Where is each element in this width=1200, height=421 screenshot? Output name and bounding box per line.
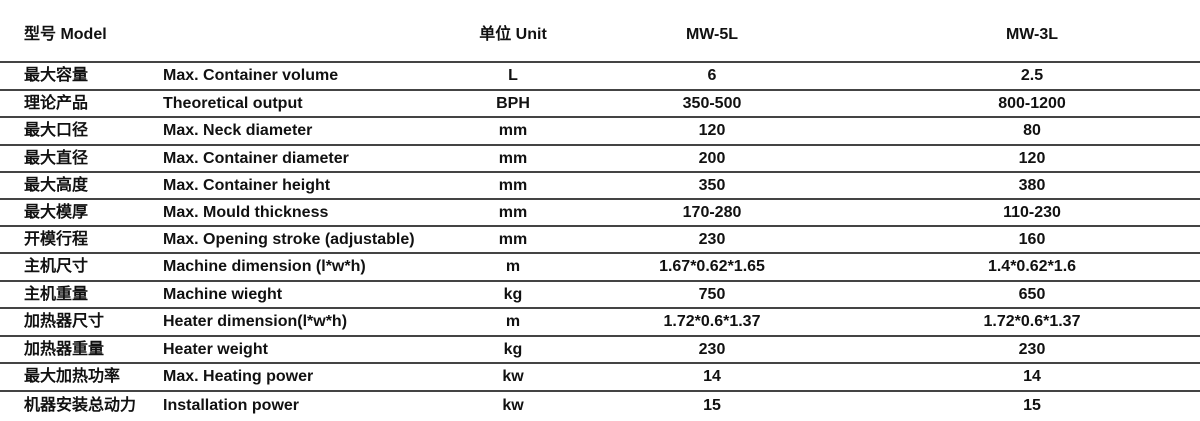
cell-unit: BPH (496, 95, 530, 112)
header-unit: 单位 Unit (479, 26, 547, 43)
row-divider (0, 144, 1200, 146)
cell-unit: kg (503, 286, 523, 303)
row-divider (0, 61, 1200, 63)
cell-cn: 加热器尺寸 (24, 313, 105, 330)
header-row: 型号 Model 单位 Unit MW-5L MW-3L (0, 21, 1200, 48)
cell-cn: 主机尺寸 (24, 258, 89, 275)
cell-cn: 最大容量 (24, 67, 89, 84)
cell-en: Max. Heating power (163, 368, 314, 385)
cell-v2: 2.5 (1020, 67, 1044, 84)
cell-unit: mm (498, 231, 528, 248)
cell-v1: 1.67*0.62*1.65 (659, 258, 765, 275)
cell-en: Max. Container volume (163, 67, 339, 84)
cell-cn: 最大口径 (24, 122, 89, 139)
row-divider (0, 198, 1200, 200)
cell-v1: 350 (698, 177, 726, 194)
cell-v1: 15 (703, 397, 721, 414)
row-divider (0, 280, 1200, 282)
cell-cn: 最大加热功率 (24, 368, 121, 385)
cell-cn: 加热器重量 (24, 341, 105, 358)
cell-cn: 最大直径 (24, 150, 89, 167)
cell-en: Installation power (163, 397, 300, 414)
cell-v1: 750 (698, 286, 726, 303)
cell-cn: 机器安装总动力 (24, 397, 137, 414)
row-divider (0, 116, 1200, 118)
cell-unit: mm (498, 204, 528, 221)
cell-unit: m (505, 313, 521, 330)
cell-v2: 120 (1018, 150, 1046, 167)
cell-cn: 开模行程 (24, 231, 89, 248)
cell-v1: 230 (698, 231, 726, 248)
table-row: 主机尺寸 Machine dimension (l*w*h) m 1.67*0.62*… (0, 253, 1200, 280)
table-row: 主机重量 Machine wieght kg 750 650 (0, 281, 1200, 308)
row-divider (0, 252, 1200, 254)
table-row: 最大高度 Max. Container height mm 350 380 (0, 172, 1200, 199)
table-row: 最大直径 Max. Container diameter mm 200 120 (0, 145, 1200, 172)
row-divider (0, 390, 1200, 392)
cell-v2: 230 (1018, 341, 1046, 358)
cell-cn: 最大模厚 (24, 204, 89, 221)
cell-en: Machine wieght (163, 286, 283, 303)
header-model: 型号 Model (24, 26, 107, 43)
row-divider (0, 89, 1200, 91)
cell-en: Theoretical output (163, 95, 303, 112)
cell-unit: kg (503, 341, 523, 358)
cell-v2: 1.4*0.62*1.6 (987, 258, 1077, 275)
table-row: 加热器重量 Heater weight kg 230 230 (0, 336, 1200, 363)
cell-v2: 110-230 (1003, 204, 1061, 221)
cell-v2: 800-1200 (998, 95, 1066, 112)
table-row: 最大口径 Max. Neck diameter mm 120 80 (0, 117, 1200, 144)
row-divider (0, 171, 1200, 173)
table-row: 加热器尺寸 Heater dimension(l*w*h) m 1.72*0.6*1.… (0, 308, 1200, 335)
cell-v2: 650 (1018, 286, 1046, 303)
cell-unit: m (505, 258, 521, 275)
cell-v1: 120 (698, 122, 726, 139)
cell-en: Heater weight (163, 341, 268, 358)
cell-en: Max. Mould thickness (163, 204, 329, 221)
cell-v2: 380 (1018, 177, 1046, 194)
row-divider (0, 307, 1200, 309)
cell-v2: 80 (1023, 122, 1041, 139)
row-divider (0, 362, 1200, 364)
table-row: 理论产品 Theoretical output BPH 350-500 800-1200 (0, 90, 1200, 117)
cell-en: Max. Container diameter (163, 150, 349, 167)
cell-v1: 350-500 (682, 95, 742, 112)
cell-unit: L (508, 67, 518, 84)
header-model-2: MW-3L (1005, 26, 1059, 43)
cell-v2: 1.72*0.6*1.37 (983, 313, 1081, 330)
cell-unit: mm (498, 177, 528, 194)
table-row: 最大容量 Max. Container volume L 6 2.5 (0, 62, 1200, 89)
cell-v2: 14 (1023, 368, 1041, 385)
cell-en: Max. Container height (163, 177, 331, 194)
cell-en: Max. Neck diameter (163, 122, 313, 139)
cell-unit: kw (502, 368, 524, 385)
cell-v1: 170-280 (682, 204, 742, 221)
table-row: 最大加热功率 Max. Heating power kw 14 14 (0, 363, 1200, 390)
table-row: 开模行程 Max. Opening stroke (adjustable) mm 23… (0, 226, 1200, 253)
cell-cn: 最大高度 (24, 177, 89, 194)
cell-en: Heater dimension(l*w*h) (163, 313, 348, 330)
cell-v1: 14 (703, 368, 721, 385)
cell-v1: 1.72*0.6*1.37 (663, 313, 761, 330)
cell-en: Machine dimension (l*w*h) (163, 258, 366, 275)
header-model-1: MW-5L (685, 26, 739, 43)
cell-v1: 200 (698, 150, 726, 167)
table-row: 最大模厚 Max. Mould thickness mm 170-280 110-230 (0, 199, 1200, 226)
cell-unit: mm (498, 122, 528, 139)
cell-v1: 6 (707, 67, 717, 84)
cell-unit: kw (502, 397, 524, 414)
cell-cn: 理论产品 (24, 95, 89, 112)
table-row: 机器安装总动力 Installation power kw 15 15 (0, 392, 1200, 419)
cell-unit: mm (498, 150, 528, 167)
row-divider (0, 335, 1200, 337)
cell-en: Max. Opening stroke (adjustable) (163, 231, 415, 248)
cell-v1: 230 (698, 341, 726, 358)
row-divider (0, 225, 1200, 227)
cell-v2: 160 (1018, 231, 1046, 248)
cell-v2: 15 (1023, 397, 1041, 414)
cell-cn: 主机重量 (24, 286, 89, 303)
